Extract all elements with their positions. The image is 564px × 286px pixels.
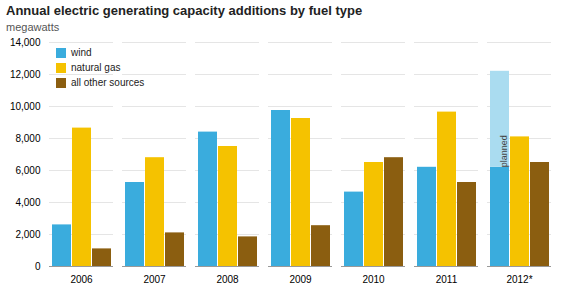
- svg-text:2008: 2008: [216, 274, 239, 285]
- svg-text:planned: planned: [499, 135, 509, 167]
- svg-text:0: 0: [35, 261, 41, 272]
- svg-text:2,000: 2,000: [15, 229, 40, 240]
- svg-text:6,000: 6,000: [15, 165, 40, 176]
- svg-text:2006: 2006: [70, 274, 93, 285]
- html-text:wind: wind: [71, 47, 92, 58]
- html-text:all other sources: all other sources: [71, 77, 145, 88]
- svg-text:10,000: 10,000: [10, 101, 41, 112]
- html-text:natural gas: natural gas: [71, 62, 121, 73]
- svg-text:4,000: 4,000: [15, 197, 40, 208]
- svg-text:14,000: 14,000: [10, 37, 41, 48]
- svg-text:12,000: 12,000: [10, 69, 41, 80]
- svg-text:2010: 2010: [362, 274, 385, 285]
- svg-text:2007: 2007: [143, 274, 166, 285]
- html-text:Annual electric generating cap: Annual electric generating capacity addi…: [6, 3, 363, 18]
- svg-text:2012*: 2012*: [506, 274, 532, 285]
- svg-text:2011: 2011: [436, 274, 458, 285]
- svg-text:2009: 2009: [289, 274, 312, 285]
- html-text:megawatts: megawatts: [6, 21, 60, 33]
- svg-text:8,000: 8,000: [15, 133, 40, 144]
